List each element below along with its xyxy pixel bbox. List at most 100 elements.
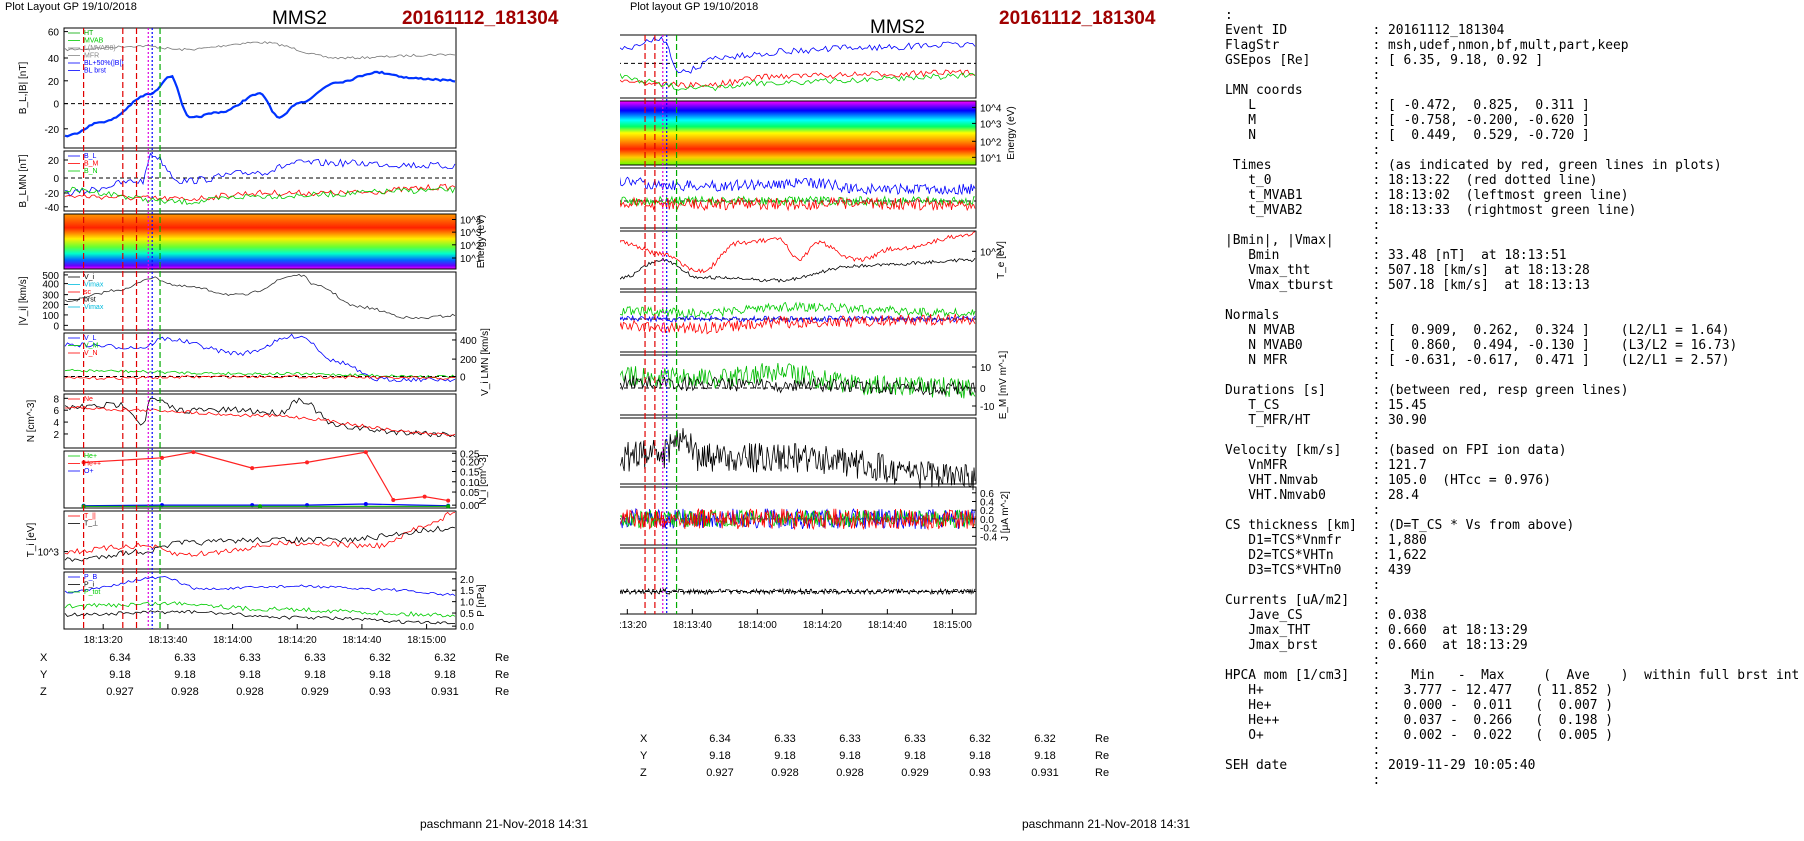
trace-2 <box>620 313 976 335</box>
info-line: N MVAB : [ 0.909, 0.262, 0.324 ] (L2/L1 … <box>1225 323 1730 338</box>
info-line: Jmax_brst : 0.660 at 18:13:29 <box>1225 638 1528 653</box>
position-label: Z <box>40 686 47 698</box>
info-line: : <box>1225 68 1381 83</box>
y-tick-label: 200 <box>42 300 59 311</box>
panel-frame <box>620 547 977 615</box>
info-line: O+ : 0.002 - 0.022 ( 0.005 ) <box>1225 728 1614 743</box>
middle-plot-chart: 200-20-40B_LMN [nT]B_LB_MB_N10^4 10^3 10^2… <box>620 34 1017 631</box>
x-tick-label: 18:13:40 <box>148 635 187 646</box>
x-tick-label: 18:15:00 <box>407 635 446 646</box>
legend-label: B_N <box>84 168 98 175</box>
y-tick-label-right: -0.4 <box>980 532 998 543</box>
y-tick-label: 20 <box>48 77 60 88</box>
y-tick-label-right: 0.5 <box>460 609 474 620</box>
trace-2 <box>620 72 976 92</box>
info-line: VHT.Nmvab0 : 28.4 <box>1225 488 1420 503</box>
info-line: Event ID : 20161112_181304 <box>1225 23 1505 38</box>
x-tick-label: 18:15:00 <box>933 620 972 631</box>
position-row: Y 9.18 9.18 9.18 9.18 9.18 9.18 Re <box>640 750 1160 767</box>
y-axis-label: P [nPa] <box>476 584 487 617</box>
y-axis-label: Energy (eV) <box>1006 106 1017 159</box>
y-tick-label-right: 2.0 <box>460 575 474 586</box>
info-line: FlagStr : msh,udef,nmon,bf,mult,part,kee… <box>1225 38 1629 53</box>
info-line: VnMFR : 121.7 <box>1225 458 1427 473</box>
panel-5: 400 200 0 V_i LMN [km/s] V_LV_MV_N <box>63 328 491 396</box>
legend-label: P_B <box>84 574 98 581</box>
panel-frame <box>620 354 977 416</box>
legend-label: O+ <box>84 468 94 475</box>
legend-label: P_i <box>84 582 95 589</box>
panel-frame <box>620 100 977 166</box>
info-line: : <box>1225 428 1381 443</box>
trace-0 <box>620 301 976 319</box>
info-line: Vmax_tburst : 507.18 [km/s] at 18:13:13 <box>1225 278 1590 293</box>
y-axis-label: N [cm^-3] <box>26 400 37 443</box>
x-tick-label: 18:14:20 <box>278 635 317 646</box>
position-value: 0.928 <box>171 686 199 698</box>
panel-9: 3210-1J*E' [nW m^-3]J*E' <box>620 547 977 615</box>
y-tick-label: 6 <box>53 406 59 417</box>
panel-frame <box>63 393 457 449</box>
info-line: : <box>1225 773 1381 788</box>
legend-label: He++ <box>84 461 101 468</box>
trace-2 <box>64 186 456 205</box>
trace-1 <box>65 406 456 437</box>
y-tick-label-right: 0 <box>460 373 466 384</box>
legend-label: HT <box>84 30 94 37</box>
y-tick-label: 2 <box>53 430 59 441</box>
y-tick-label-right: 10^4 <box>460 216 482 227</box>
panel-2: 10^4 10^3 10^2 10^1 Energy (eV) <box>620 100 1017 166</box>
y-axis-label: J [μA m^-2] <box>1000 491 1011 541</box>
info-line: D1=TCS*Vnmfr : 1,880 <box>1225 533 1427 548</box>
y-tick-label: -20 <box>45 125 60 136</box>
trace-0 <box>64 333 456 383</box>
position-value: 6.32 <box>969 733 991 745</box>
data-point <box>160 455 164 460</box>
legend-label: B_M <box>84 161 99 168</box>
legend-label: T_|| <box>84 513 96 520</box>
info-line: D2=TCS*VHTn : 1,622 <box>1225 548 1427 563</box>
position-value: 0.928 <box>236 686 264 698</box>
data-point <box>258 504 262 509</box>
y-tick-label-right: 0 <box>980 384 986 395</box>
y-axis-label: V_i LMN [km/s] <box>480 328 491 396</box>
y-tick-label: -20 <box>45 189 60 200</box>
info-line: Currents [uA/m2] : <box>1225 593 1381 608</box>
position-label: Z <box>640 767 647 779</box>
position-value: 0.927 <box>106 686 134 698</box>
y-tick-label-right: 10^2 <box>980 247 1002 258</box>
y-axis-label: E_M [mV m^-1] <box>998 350 1009 419</box>
info-line: D3=TCS*VHTn0 : 439 <box>1225 563 1412 578</box>
series-line-1 <box>83 503 449 507</box>
panel-frame <box>63 271 457 331</box>
y-tick-label: 0 <box>53 100 59 111</box>
position-value: 0.929 <box>301 686 329 698</box>
position-value: 9.18 <box>434 669 456 681</box>
energy-spectrogram <box>620 101 976 165</box>
panel-frame <box>63 27 457 149</box>
position-value: 9.18 <box>239 669 261 681</box>
y-tick-label-right: 200 <box>460 355 477 366</box>
trace-0 <box>620 36 976 74</box>
legend-label: Vimax <box>84 282 104 289</box>
position-unit: Re <box>495 686 510 698</box>
legend-label: MFR <box>84 53 99 60</box>
info-line: Durations [s] : (between red, resp green… <box>1225 383 1629 398</box>
panel-7: 0.250.200.150.100.05 0.00N_i [cm^-3] He+He… <box>63 449 489 512</box>
panel-7: 0.60.40.2|J| [μA m^-2]|J| <box>620 417 977 491</box>
position-unit: Re <box>495 669 510 681</box>
panel-frame <box>63 571 457 630</box>
position-unit: Re <box>1095 750 1110 762</box>
info-line: LMN coords : <box>1225 83 1381 98</box>
position-row: Z 0.927 0.928 0.928 0.929 0.93 0.931 Re <box>40 686 509 703</box>
info-line: GSEpos [Re] : [ 6.35, 9.18, 0.92 ] <box>1225 53 1544 68</box>
info-line: : <box>1225 503 1381 518</box>
position-value: 0.927 <box>706 767 734 779</box>
info-line: L : [ -0.472, 0.825, 0.311 ] <box>1225 98 1590 113</box>
x-tick-label: 18:14:40 <box>868 620 907 631</box>
legend-label: Vimax <box>84 304 104 311</box>
position-row: Y 9.18 9.18 9.18 9.18 9.18 9.18 Re <box>40 669 509 686</box>
position-value: 0.93 <box>969 767 991 779</box>
position-value: 6.34 <box>709 733 731 745</box>
